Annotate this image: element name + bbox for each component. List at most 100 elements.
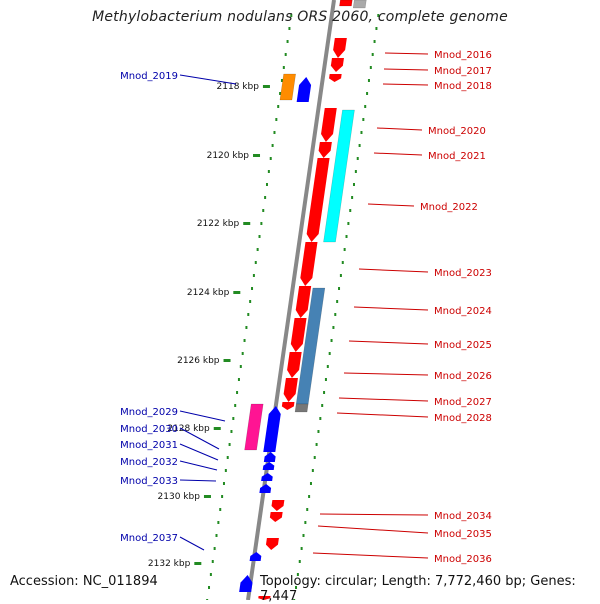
reverse-gene-arrow[interactable] (259, 484, 272, 493)
label-leader-line (319, 513, 429, 516)
reverse-gene-arrow[interactable] (261, 473, 273, 481)
forward-gene-arrow[interactable] (339, 0, 353, 7)
reverse-gene-arrow[interactable] (296, 77, 312, 102)
guide-dot-left (279, 92, 282, 95)
reverse-gene-arrow[interactable] (263, 452, 276, 462)
magenta-feature-box[interactable] (244, 403, 264, 451)
label-leader-line (383, 68, 429, 71)
guide-dot-right (326, 365, 329, 368)
gene-label-mnod-2018[interactable]: Mnod_2018 (434, 81, 492, 92)
forward-gene-arrow[interactable] (321, 108, 337, 142)
gene-label-mnod-2034[interactable]: Mnod_2034 (434, 511, 492, 522)
forward-gene-arrow[interactable] (283, 378, 298, 402)
reverse-gene-arrow[interactable] (239, 575, 253, 592)
guide-dot-left (239, 365, 242, 368)
orange-feature-box[interactable] (279, 73, 296, 101)
forward-gene-arrow[interactable] (265, 538, 279, 550)
guide-dot-left (217, 521, 220, 524)
tick-label: 2130 kbp (158, 492, 201, 502)
guide-dot-right (306, 508, 309, 511)
forward-gene-arrow[interactable] (300, 242, 318, 286)
gene-label-mnod-2016[interactable]: Mnod_2016 (434, 50, 492, 61)
guide-dot-left (224, 469, 227, 472)
label-leader-line (338, 397, 429, 402)
tick-mark (253, 154, 261, 157)
cyan-feature-box[interactable] (323, 109, 355, 243)
forward-gene-arrow[interactable] (290, 318, 307, 352)
forward-gene-arrow[interactable] (295, 286, 312, 318)
guide-dot-right (356, 157, 359, 160)
gene-label-mnod-2019[interactable]: Mnod_2019 (120, 71, 178, 82)
grey-feature-box[interactable] (294, 403, 309, 413)
forward-gene-arrow[interactable] (330, 58, 344, 72)
guide-dot-right (375, 27, 378, 30)
guide-dot-right (367, 79, 370, 82)
forward-gene-arrow[interactable] (306, 158, 330, 242)
gene-label-mnod-2037[interactable]: Mnod_2037 (120, 533, 178, 544)
reverse-gene-arrow[interactable] (262, 462, 275, 470)
guide-dot-right (334, 313, 337, 316)
forward-gene-arrow[interactable] (269, 512, 283, 522)
forward-gene-arrow[interactable] (287, 352, 302, 378)
gene-label-mnod-2032[interactable]: Mnod_2032 (120, 457, 178, 468)
gene-label-mnod-2024[interactable]: Mnod_2024 (434, 306, 492, 317)
forward-gene-arrow[interactable] (271, 500, 285, 511)
gene-label-mnod-2030[interactable]: Mnod_2030 (120, 424, 178, 435)
gene-label-mnod-2036[interactable]: Mnod_2036 (434, 554, 492, 565)
tick-mark (233, 291, 241, 294)
gene-label-mnod-2027[interactable]: Mnod_2027 (434, 397, 492, 408)
guide-dot-right (336, 300, 339, 303)
gene-label-mnod-2022[interactable]: Mnod_2022 (420, 202, 478, 213)
guide-dot-left (269, 157, 272, 160)
forward-gene-arrow[interactable] (318, 142, 332, 158)
gene-label-mnod-2023[interactable]: Mnod_2023 (434, 268, 492, 279)
gene-label-mnod-2020[interactable]: Mnod_2020 (428, 126, 486, 137)
guide-dot-left (208, 586, 211, 589)
tick-mark (243, 222, 251, 225)
guide-dot-right (364, 105, 367, 108)
forward-gene-arrow[interactable] (333, 38, 347, 58)
guide-dot-left (267, 170, 270, 173)
label-leader-line (179, 74, 237, 85)
gene-label-mnod-2021[interactable]: Mnod_2021 (428, 151, 486, 162)
gene-label-mnod-2031[interactable]: Mnod_2031 (120, 440, 178, 451)
gene-label-mnod-2026[interactable]: Mnod_2026 (434, 371, 492, 382)
guide-dot-right (341, 261, 344, 264)
gene-label-mnod-2029[interactable]: Mnod_2029 (120, 407, 178, 418)
forward-gene-arrow[interactable] (258, 596, 271, 600)
forward-gene-arrow[interactable] (281, 402, 295, 410)
label-leader-line (343, 372, 429, 376)
reverse-gene-arrow[interactable] (263, 406, 281, 452)
label-leader-line (382, 83, 429, 86)
gene-label-mnod-2028[interactable]: Mnod_2028 (434, 413, 492, 424)
guide-dot-left (282, 66, 285, 69)
guide-dot-right (321, 404, 324, 407)
label-leader-line (317, 525, 429, 534)
label-leader-line (179, 427, 220, 450)
tick-mark (203, 495, 211, 498)
label-leader-line (179, 410, 226, 422)
guide-dot-right (315, 443, 318, 446)
reverse-gene-arrow[interactable] (249, 552, 262, 561)
grey-feature-box[interactable] (352, 0, 367, 9)
guide-dot-left (256, 248, 259, 251)
guide-dot-left (251, 287, 254, 290)
guide-dot-right (309, 482, 312, 485)
guide-dot-right (319, 417, 322, 420)
gene-label-mnod-2025[interactable]: Mnod_2025 (434, 340, 492, 351)
gene-label-mnod-2035[interactable]: Mnod_2035 (434, 529, 492, 540)
tick-label: 2126 kbp (177, 356, 220, 366)
guide-dot-left (222, 482, 225, 485)
forward-gene-arrow[interactable] (329, 74, 342, 82)
guide-dot-left (277, 105, 280, 108)
guide-dot-right (330, 339, 333, 342)
guide-dot-right (349, 209, 352, 212)
gene-label-mnod-2033[interactable]: Mnod_2033 (120, 476, 178, 487)
guide-dot-left (265, 183, 268, 186)
gene-label-mnod-2017[interactable]: Mnod_2017 (434, 66, 492, 77)
guide-dot-left (254, 261, 257, 264)
guide-dot-right (332, 326, 335, 329)
guide-dot-right (366, 92, 369, 95)
